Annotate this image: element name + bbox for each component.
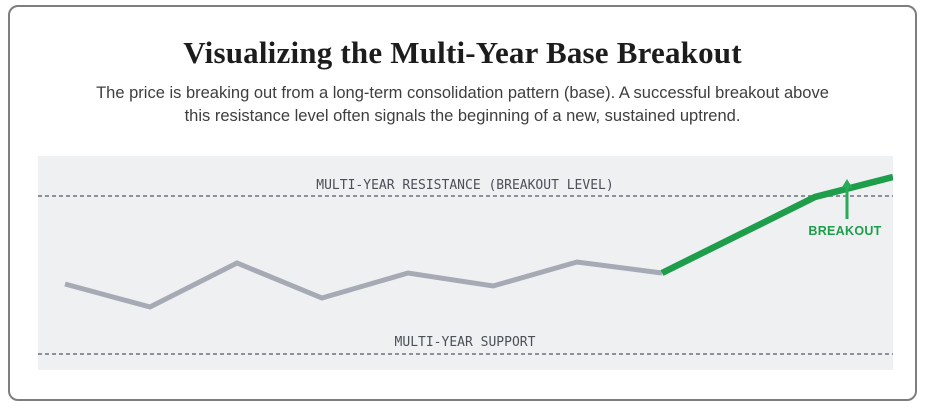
breakout-chart-svg: MULTI-YEAR RESISTANCE (BREAKOUT LEVEL) MU… <box>38 156 893 370</box>
resistance-level-label: MULTI-YEAR RESISTANCE (BREAKOUT LEVEL) <box>316 178 613 193</box>
infographic-card: Visualizing the Multi-Year Base Breakout… <box>8 5 917 401</box>
page-subtitle: The price is breaking out from a long-te… <box>96 84 829 125</box>
price-line-base-consolidation <box>64 259 663 310</box>
breakout-arrowhead-icon <box>841 179 853 188</box>
support-level-label: MULTI-YEAR SUPPORT <box>395 335 536 350</box>
page-title: Visualizing the Multi-Year Base Breakout <box>183 35 742 70</box>
price-line-breakout-leg <box>660 173 893 276</box>
breakout-chart: MULTI-YEAR RESISTANCE (BREAKOUT LEVEL) MU… <box>38 156 893 370</box>
breakout-annotation-label: BREAKOUT <box>808 224 881 238</box>
